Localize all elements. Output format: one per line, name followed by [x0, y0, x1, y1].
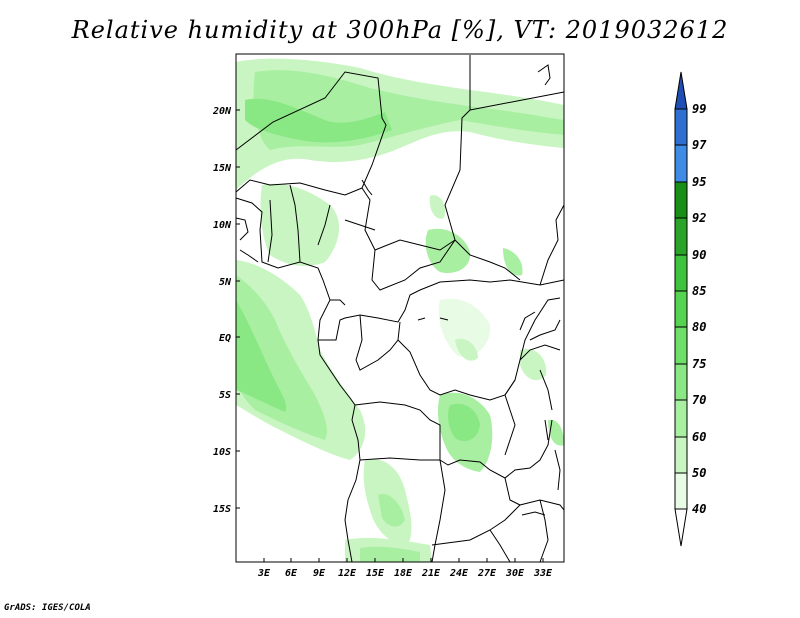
country-borders [235, 55, 565, 563]
colorbar-segment [674, 254, 688, 292]
colorbar-label: 70 [692, 393, 706, 407]
colorbar-label: 40 [692, 502, 706, 516]
colorbar-label: 97 [692, 138, 707, 152]
colorbar-label: 95 [692, 175, 706, 189]
lon-tick-label: 33E [533, 568, 553, 579]
lon-axis: 3E 6E 9E 12E 15E 18E 21E 24E 27E 30E 33E [257, 558, 553, 579]
lon-tick-label: 27E [477, 568, 497, 579]
colorbar-top-arrow [674, 71, 688, 110]
lat-tick-label: 20N [212, 106, 232, 117]
lat-tick-label: 15S [213, 504, 231, 515]
lon-tick-label: 9E [313, 568, 326, 579]
lon-tick-label: 21E [421, 568, 441, 579]
lat-tick-label: 15N [213, 163, 232, 174]
colorbar-label: 90 [692, 248, 706, 262]
lon-tick-label: 30E [505, 568, 525, 579]
colorbar-label: 60 [692, 430, 706, 444]
colorbar-segment [674, 108, 688, 146]
lon-tick-label: 24E [449, 568, 469, 579]
colorbar-label: 92 [692, 211, 706, 225]
lon-tick-label: 3E [257, 568, 271, 579]
lat-tick-label: 10N [213, 220, 232, 231]
colorbar-segment [674, 217, 688, 256]
colorbar-segment [674, 436, 688, 474]
grads-credit: GrADS: IGES/COLA [4, 603, 91, 613]
lon-tick-label: 12E [338, 568, 357, 579]
lon-tick-label: 15E [366, 568, 385, 579]
lat-tick-label: 10S [213, 447, 231, 458]
colorbar-label: 50 [692, 466, 706, 480]
colorbar-segment [674, 399, 688, 438]
colorbar [674, 71, 688, 547]
colorbar-segment [674, 144, 688, 183]
map-frame [235, 53, 565, 563]
lon-tick-label: 18E [394, 568, 413, 579]
humidity-shading [236, 58, 565, 562]
colorbar-label: 80 [692, 320, 706, 334]
colorbar-label: 99 [692, 102, 706, 116]
colorbar-label: 85 [692, 284, 706, 298]
lon-tick-label: 6E [285, 568, 298, 579]
colorbar-segment [674, 363, 688, 401]
colorbar-segment [674, 326, 688, 365]
lat-tick-label: 5N [219, 277, 232, 288]
colorbar-segment [674, 472, 688, 510]
lat-axis: 20N 15N 10N 5N EQ 5S 10S 15S [212, 106, 240, 515]
colorbar-segment [674, 181, 688, 219]
lat-tick-label: EQ [219, 333, 231, 344]
colorbar-label: 75 [692, 357, 706, 371]
colorbar-segment [674, 290, 688, 328]
colorbar-labels: 40 50 60 70 75 80 85 90 92 95 97 99 [692, 102, 707, 516]
colorbar-bottom-arrow [674, 508, 688, 547]
lat-tick-label: 5S [219, 390, 231, 401]
map-title: Relative humidity at 300hPa [%], VT: 201… [71, 16, 729, 44]
